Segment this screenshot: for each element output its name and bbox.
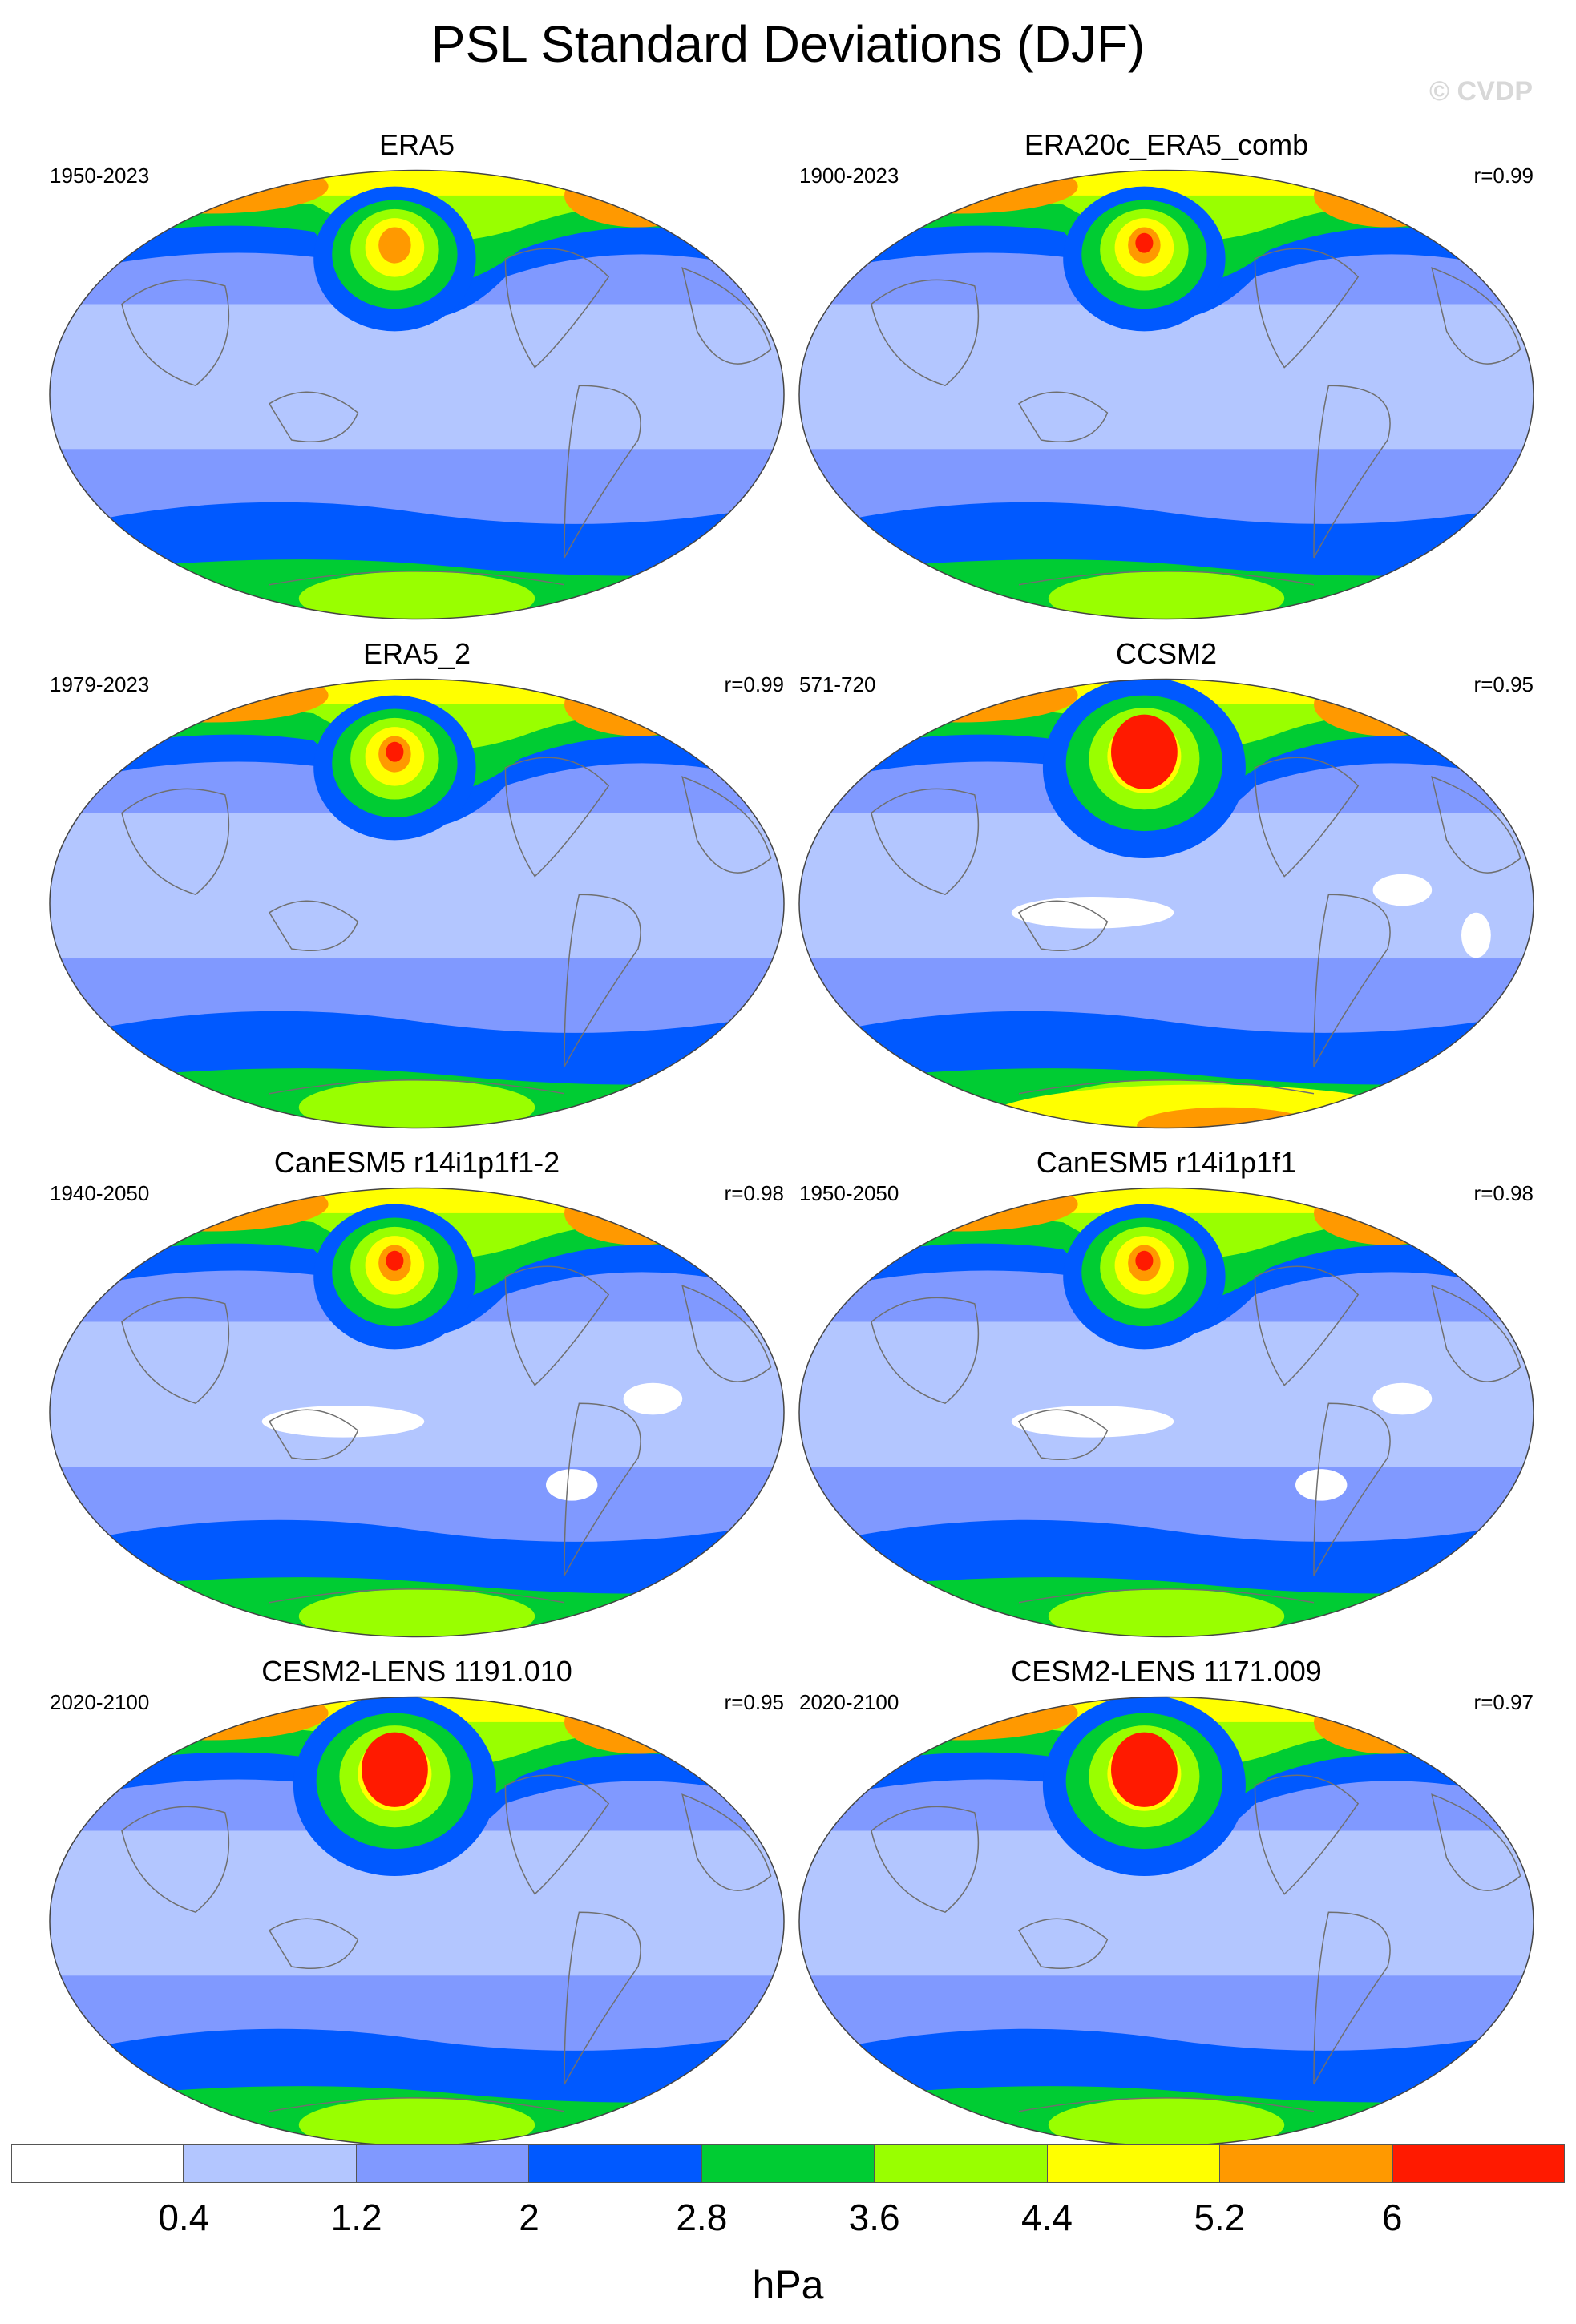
map-outline xyxy=(49,1187,785,1638)
map-panel: CanESM5 r14i1p1f1 1950-2050 r=0.98 xyxy=(798,1146,1535,1643)
robinson-map xyxy=(49,1187,785,1638)
map-panel: CCSM2 571-720 r=0.95 xyxy=(798,637,1535,1134)
map-panel: CanESM5 r14i1p1f1-2 1940-2050 r=0.98 xyxy=(48,1146,786,1643)
map-outline xyxy=(49,169,785,620)
std-dev-field xyxy=(799,1697,1534,2146)
panel-title: CCSM2 xyxy=(1115,637,1218,670)
map-panel: ERA5_2 1979-2023 r=0.99 xyxy=(48,637,786,1134)
colorbar-tick-label: 2 xyxy=(519,2197,539,2238)
colorbar-segment xyxy=(11,2144,184,2183)
std-dev-field xyxy=(50,1188,784,1637)
panel-title: ERA20c_ERA5_comb xyxy=(1024,128,1309,161)
map-outline xyxy=(798,1187,1534,1638)
colorbar-tick-label: 0.4 xyxy=(158,2197,210,2238)
colorbar-segment xyxy=(875,2144,1048,2183)
colorbar-tick-label: 3.6 xyxy=(848,2197,900,2238)
colorbar-segment xyxy=(1047,2144,1221,2183)
panel-years: 1950-2050 xyxy=(799,1181,899,1205)
map-panel: CESM2-LENS 1191.010 2020-2100 r=0.95 xyxy=(48,1655,786,2152)
colorbar-tick-label: 4.4 xyxy=(1021,2197,1073,2238)
panel-years: 1940-2050 xyxy=(50,1181,150,1205)
colorbar-segment xyxy=(184,2144,357,2183)
colorbar-tick-label: 5.2 xyxy=(1194,2197,1246,2238)
colorbar-segment xyxy=(529,2144,702,2183)
figure-title: PSL Standard Deviations (DJF) xyxy=(430,15,1146,73)
map-outline xyxy=(798,678,1534,1129)
panel-years: 1950-2023 xyxy=(50,163,150,188)
panel-years: 1900-2023 xyxy=(799,163,899,188)
std-dev-field xyxy=(50,679,784,1128)
colorbar-segment xyxy=(1392,2144,1565,2183)
robinson-map xyxy=(798,169,1534,620)
cvdp-watermark: © CVDP xyxy=(1429,76,1533,107)
colorbar-segment xyxy=(356,2144,530,2183)
panel-years: 2020-2100 xyxy=(50,1690,150,1714)
panel-title: CESM2-LENS 1191.010 xyxy=(261,1655,572,1688)
std-dev-field xyxy=(799,170,1534,619)
panel-correlation: r=0.95 xyxy=(724,1690,784,1714)
colorbar-unit-label: hPa xyxy=(752,2262,824,2307)
panel-title: CanESM5 r14i1p1f1 xyxy=(1036,1146,1297,1179)
colorbar xyxy=(11,2144,1565,2185)
colorbar-tick-label: 6 xyxy=(1381,2197,1403,2238)
map-outline xyxy=(49,678,785,1129)
colorbar-tick-label: 1.2 xyxy=(330,2197,382,2238)
colorbar-segment xyxy=(701,2144,875,2183)
panel-correlation: r=0.95 xyxy=(1473,672,1534,696)
panel-title: CanESM5 r14i1p1f1-2 xyxy=(273,1146,560,1179)
colorbar-segment xyxy=(1220,2144,1393,2183)
panel-years: 2020-2100 xyxy=(799,1690,899,1714)
panel-years: 1979-2023 xyxy=(50,672,150,696)
std-dev-field xyxy=(799,1188,1534,1637)
panel-years: 571-720 xyxy=(799,672,876,696)
robinson-map xyxy=(49,169,785,620)
robinson-map xyxy=(49,1696,785,2147)
panel-correlation: r=0.97 xyxy=(1473,1690,1534,1714)
map-panel: ERA20c_ERA5_comb 1900-2023 r=0.99 xyxy=(798,128,1535,625)
map-panel: ERA5 1950-2023 xyxy=(48,128,786,625)
panel-correlation: r=0.98 xyxy=(724,1181,784,1205)
panel-title: ERA5 xyxy=(378,128,455,161)
std-dev-field xyxy=(50,170,784,619)
panel-correlation: r=0.98 xyxy=(1473,1181,1534,1205)
std-dev-field xyxy=(50,1697,784,2146)
panel-correlation: r=0.99 xyxy=(724,672,784,696)
panel-correlation: r=0.99 xyxy=(1473,163,1534,188)
map-panel: CESM2-LENS 1171.009 2020-2100 r=0.97 xyxy=(798,1655,1535,2152)
panel-title: CESM2-LENS 1171.009 xyxy=(1011,1655,1322,1688)
robinson-map xyxy=(49,678,785,1129)
panel-title: ERA5_2 xyxy=(362,637,471,670)
map-outline xyxy=(798,169,1534,620)
robinson-map xyxy=(798,678,1534,1129)
colorbar-tick-label: 2.8 xyxy=(676,2197,728,2238)
robinson-map xyxy=(798,1696,1534,2147)
std-dev-field xyxy=(799,679,1534,1128)
robinson-map xyxy=(798,1187,1534,1638)
